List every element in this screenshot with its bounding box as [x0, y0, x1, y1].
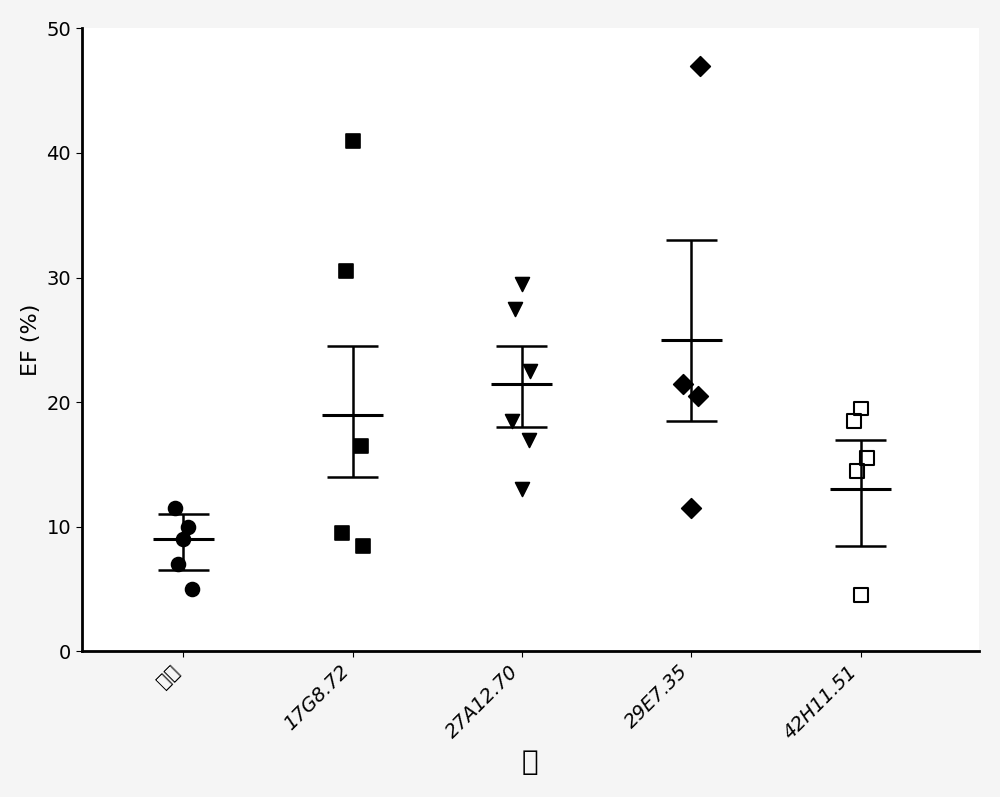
Point [692, 59, 708, 72]
Point [514, 483, 530, 496]
Point [504, 414, 520, 427]
Point [353, 439, 369, 452]
Point [175, 533, 191, 546]
Point [338, 265, 354, 277]
Point [334, 527, 350, 540]
Point [846, 414, 862, 427]
Point [690, 390, 706, 402]
Point [675, 377, 691, 390]
X-axis label: 组: 组 [522, 748, 539, 776]
Point [355, 540, 371, 552]
Point [514, 277, 530, 290]
Point [859, 452, 875, 465]
Point [170, 558, 186, 571]
Point [184, 583, 200, 595]
Point [853, 402, 869, 414]
Point [167, 502, 183, 515]
Point [683, 502, 699, 515]
Point [507, 302, 523, 315]
Point [180, 520, 196, 533]
Point [522, 365, 538, 378]
Point [521, 434, 537, 446]
Point [849, 465, 865, 477]
Point [345, 134, 361, 147]
Point [853, 589, 869, 602]
Y-axis label: EF (%): EF (%) [21, 304, 41, 376]
